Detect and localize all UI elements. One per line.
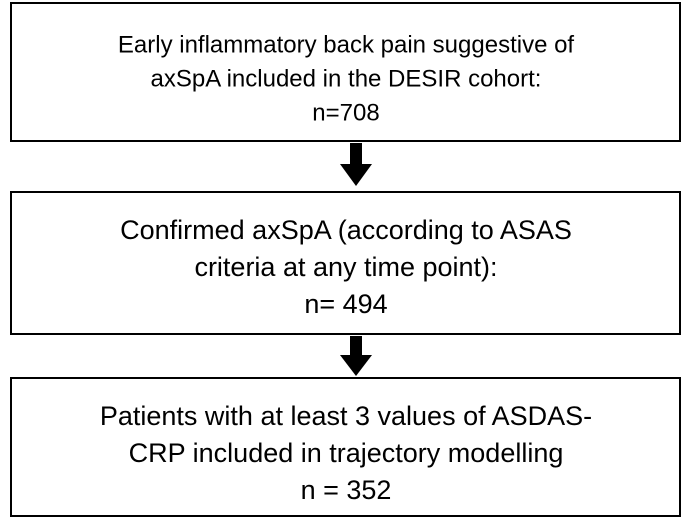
arrow [340, 336, 372, 376]
node-text: axSpA included in the DESIR cohort: [151, 65, 542, 92]
node-text: Early inflammatory back pain suggestive … [118, 31, 575, 58]
node-text: Patients with at least 3 values of ASDAS… [100, 401, 592, 431]
node-text: criteria at any time point): [194, 252, 497, 282]
box [10, 377, 681, 517]
node-text: Confirmed axSpA (according to ASAS [120, 215, 572, 245]
node-text: CRP included in trajectory modelling [129, 438, 564, 468]
node-text: n=708 [312, 99, 379, 126]
node-text: n = 352 [301, 475, 392, 505]
arrow [340, 143, 372, 186]
node-text: n= 494 [304, 289, 387, 319]
box [10, 191, 681, 335]
box [10, 2, 681, 142]
